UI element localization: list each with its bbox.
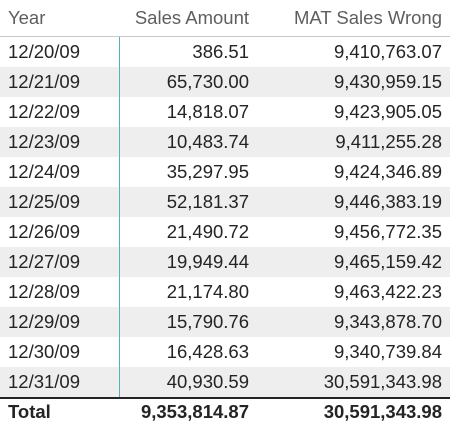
column-header: Sales Amount <box>120 0 257 37</box>
column-divider <box>119 37 120 397</box>
table-cell: 9,340,739.84 <box>333 341 442 362</box>
column-header: Year <box>0 0 120 37</box>
table-cell: 12/24/09 <box>8 161 81 182</box>
table-row: 12/21/09 65,730.00 9,430,959.15 <box>0 67 450 97</box>
header-row: Year Sales Amount MAT Sales Wrong <box>0 0 450 37</box>
table-row: 12/23/09 10,483.74 9,411,255.28 <box>0 127 450 157</box>
table-body: 12/20/09 386.51 9,410,763.07 12/21/09 65,730… <box>0 37 450 398</box>
table-row: 12/31/09 40,930.59 30,591,343.98 <box>0 367 450 398</box>
table-cell: 12/20/09 <box>8 41 81 62</box>
table-row: 12/28/09 21,174.80 9,463,422.23 <box>0 277 450 307</box>
table-cell: 40,930.59 <box>120 367 257 398</box>
table-row: 12/22/09 14,818.07 9,423,905.05 <box>0 97 450 127</box>
table-row: 12/30/09 16,428.63 9,340,739.84 <box>0 337 450 367</box>
table-cell: 16,428.63 <box>166 341 249 362</box>
table-cell: 12/30/09 <box>8 341 81 362</box>
table-cell: 12/29/09 <box>0 307 120 337</box>
table-cell: 21,490.72 <box>166 221 249 242</box>
table-cell: 9,430,959.15 <box>257 67 450 97</box>
table-cell: 9,343,878.70 <box>257 307 450 337</box>
table-cell: 9,446,383.19 <box>257 187 450 217</box>
table-row: 12/24/09 35,297.95 9,424,346.89 <box>0 157 450 187</box>
table-cell: 12/25/09 <box>0 187 120 217</box>
table-cell: 52,181.37 <box>120 187 257 217</box>
table-cell: 15,790.76 <box>120 307 257 337</box>
table-cell: 386.51 <box>192 41 249 62</box>
table-row: 12/29/09 15,790.76 9,343,878.70 <box>0 307 450 337</box>
table-cell: 12/27/09 <box>0 247 120 277</box>
table-cell: 9,411,255.28 <box>257 127 450 157</box>
table-cell: 14,818.07 <box>166 101 249 122</box>
table-row: 12/25/09 52,181.37 9,446,383.19 <box>0 187 450 217</box>
table-cell: 9,423,905.05 <box>333 101 442 122</box>
table-cell: 9,463,422.23 <box>333 281 442 302</box>
table-cell: 9,410,763.07 <box>333 41 442 62</box>
table-cell: 30,591,343.98 <box>257 367 450 398</box>
table-row: 12/20/09 386.51 9,410,763.07 <box>0 37 450 68</box>
table-cell: 12/31/09 <box>0 367 120 398</box>
table-cell: 21,174.80 <box>166 281 249 302</box>
table-cell: 12/23/09 <box>0 127 120 157</box>
table-cell: 9,456,772.35 <box>333 221 442 242</box>
table-cell: 12/28/09 <box>8 281 81 302</box>
table-cell: 35,297.95 <box>166 161 249 182</box>
total-row: Total 9,353,814.87 30,591,343.98 <box>0 397 450 424</box>
table-cell: 19,949.44 <box>120 247 257 277</box>
table-row: 12/27/09 19,949.44 9,465,159.42 <box>0 247 450 277</box>
table-row: 12/26/09 21,490.72 9,456,772.35 <box>0 217 450 247</box>
total-cell: 9,353,814.87 <box>120 397 257 424</box>
table-cell: 9,465,159.42 <box>257 247 450 277</box>
table-cell: 12/22/09 <box>8 101 81 122</box>
table-cell: 12/21/09 <box>0 67 120 97</box>
column-header: MAT Sales Wrong <box>257 0 450 37</box>
table-cell: 10,483.74 <box>120 127 257 157</box>
table-footer: Total 9,353,814.87 30,591,343.98 <box>0 397 450 424</box>
table-header: Year Sales Amount MAT Sales Wrong <box>0 0 450 37</box>
table-cell: 65,730.00 <box>120 67 257 97</box>
table-cell: 12/26/09 <box>8 221 81 242</box>
table-cell: 9,424,346.89 <box>333 161 442 182</box>
total-cell: Total <box>0 397 120 424</box>
total-cell: 30,591,343.98 <box>257 397 450 424</box>
